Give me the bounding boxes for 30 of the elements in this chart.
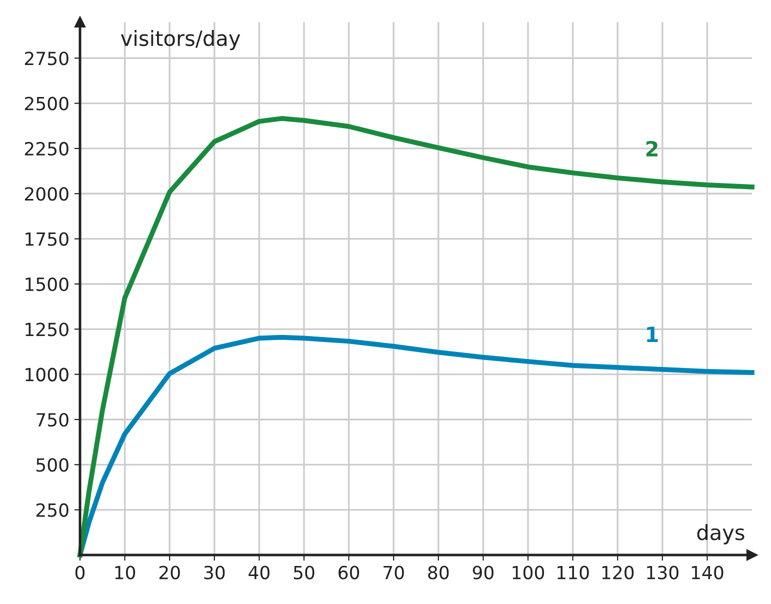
x-tick-label: 110 xyxy=(558,566,589,580)
x-tick-label: 120 xyxy=(602,566,634,580)
y-tick-label: 500 xyxy=(36,458,68,472)
x-tick-label: 140 xyxy=(692,566,724,580)
y-tick-label: 1250 xyxy=(26,322,68,336)
y-tick-label: 1500 xyxy=(26,277,68,292)
y-tick-label: 2750 xyxy=(24,52,68,66)
x-tick-label: 70 xyxy=(384,566,404,580)
x-tick-label: 40 xyxy=(248,566,270,580)
x-tick-label: 100 xyxy=(512,566,544,580)
y-tick-label: 1750 xyxy=(26,232,68,246)
y-tick-label: 750 xyxy=(36,412,68,427)
x-tick-label: 90 xyxy=(472,566,494,580)
x-axis-title: days xyxy=(697,524,744,544)
y-tick-label: 2000 xyxy=(24,187,68,201)
x-tick-label: 130 xyxy=(647,566,678,580)
y-axis-title: visitors/day xyxy=(120,30,240,50)
series-label: 1 xyxy=(647,326,658,342)
x-tick-label: 80 xyxy=(428,566,449,580)
y-tick-label: 2250 xyxy=(24,142,68,156)
x-tick-label: 10 xyxy=(115,566,136,580)
y-tick-label: 2500 xyxy=(24,96,68,110)
x-tick-label: 50 xyxy=(294,566,314,580)
x-tick-label: 30 xyxy=(204,566,225,580)
x-tick-label: 0 xyxy=(75,566,85,580)
x-tick-label: 20 xyxy=(159,566,180,580)
y-tick-label: 250 xyxy=(36,503,68,517)
x-tick-label: 60 xyxy=(338,566,360,580)
series-label: 2 xyxy=(646,140,658,156)
y-tick-label: 1000 xyxy=(26,368,68,382)
